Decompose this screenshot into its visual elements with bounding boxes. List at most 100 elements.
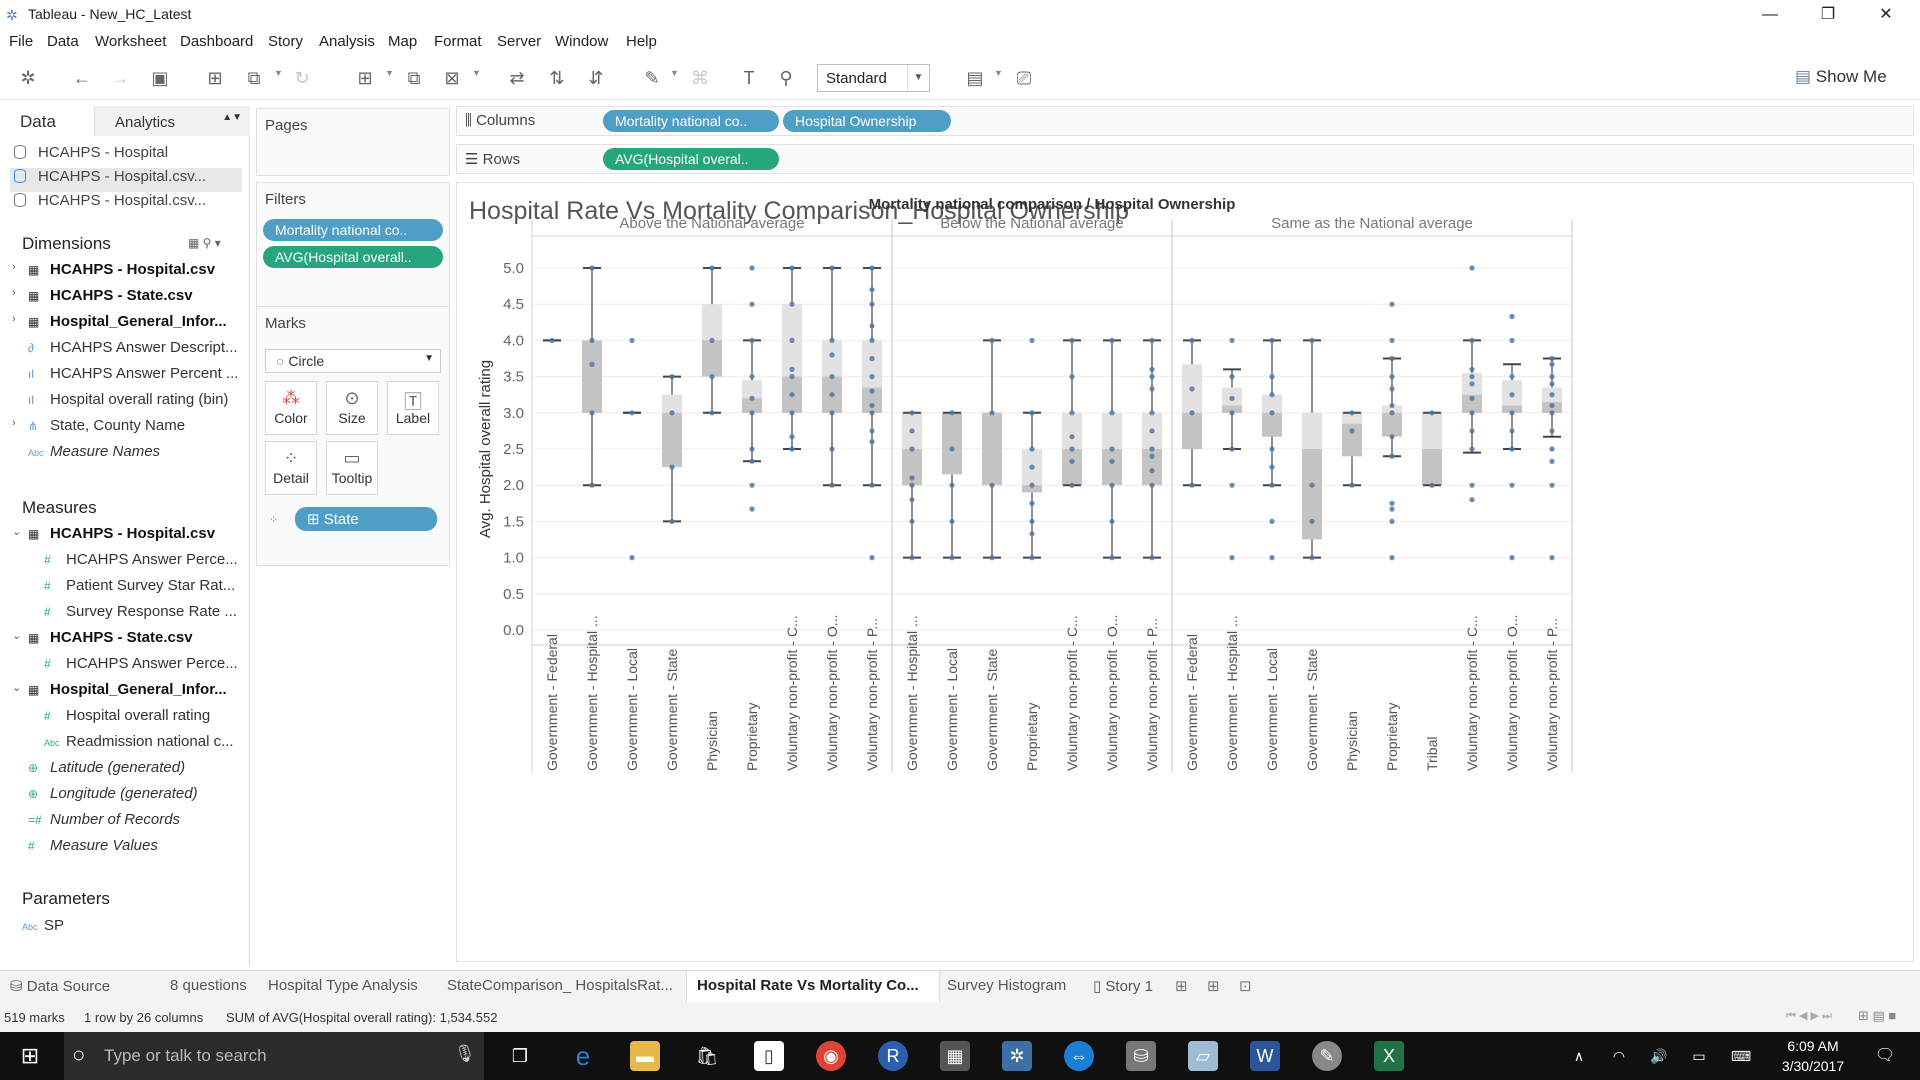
menu-story[interactable]: Story <box>268 33 304 50</box>
chevron-down-icon[interactable]: ▼ <box>670 68 679 78</box>
dimension-field[interactable]: ıl HCAHPS Answer Percent ... <box>28 365 238 389</box>
pages-card[interactable]: Pages <box>256 108 450 176</box>
menu-worksheet[interactable]: Worksheet <box>95 33 167 50</box>
measure-field[interactable]: # Patient Survey Star Rat... <box>44 577 235 601</box>
dimension-field[interactable]: ıl Hospital overall rating (bin) <box>28 391 228 415</box>
database-app-icon[interactable]: ⛁ <box>1126 1041 1156 1071</box>
tab-data[interactable]: Data <box>0 106 94 136</box>
measure-folder[interactable]: ⌄ ▦ HCAHPS - Hospital.csv <box>12 525 215 549</box>
new-datasource-icon[interactable]: ⊞ <box>207 68 223 88</box>
mark-type-dropdown[interactable]: ○ Circle ▼ <box>265 349 441 373</box>
sheet-tab[interactable]: 8 questions <box>170 977 247 994</box>
sheet-tab-active[interactable]: Hospital Rate Vs Mortality Co... <box>686 971 940 1003</box>
file-explorer-icon[interactable]: ▬ <box>630 1041 660 1071</box>
dimension-folder[interactable]: › ▦ HCAHPS - Hospital.csv <box>12 261 215 285</box>
redo-icon[interactable]: → <box>111 68 129 88</box>
datasource-item[interactable]: HCAHPS - Hospital.csv... <box>14 192 206 216</box>
show-me-button[interactable]: ▤ Show Me <box>1795 67 1887 87</box>
label-button[interactable]: 🅃 Label <box>387 381 439 435</box>
presentation-mode-icon[interactable]: ⎚ <box>1016 68 1032 88</box>
size-button[interactable]: ⊙ Size <box>326 381 378 435</box>
measure-field[interactable]: # Measure Values <box>28 837 158 861</box>
new-worksheet-icon[interactable]: ⊞ <box>357 68 373 88</box>
notifications-icon[interactable]: 🗨 <box>1874 1047 1896 1064</box>
menu-map[interactable]: Map <box>388 33 418 50</box>
measure-folder[interactable]: ⌄ ▦ Hospital_General_Infor... <box>12 681 227 705</box>
viz-canvas[interactable]: Hospital Rate Vs Mortality Comparison_Ho… <box>456 182 1914 962</box>
datasource-item-active[interactable]: HCAHPS - Hospital.csv... <box>10 168 242 192</box>
filter-pill[interactable]: AVG(Hospital overall.. <box>263 246 443 268</box>
measure-folder[interactable]: ⌄ ▦ HCAHPS - State.csv <box>12 629 193 653</box>
sheet-sorter-icon[interactable]: ⊞ ▤ ■ <box>1858 1008 1897 1023</box>
chevron-down-icon[interactable]: ▼ <box>274 68 283 78</box>
menu-window[interactable]: Window <box>555 33 609 50</box>
chevron-down-icon[interactable]: ▼ <box>994 68 1003 78</box>
clock[interactable]: 6:09 AM 3/30/2017 <box>1768 1036 1858 1076</box>
boxplot-chart[interactable]: Mortality national comparison / Hospital… <box>457 183 1913 961</box>
notepad-icon[interactable]: ▯ <box>754 1041 784 1071</box>
color-button[interactable]: ⁂ Color <box>265 381 317 435</box>
store-icon[interactable]: 🛍 <box>695 1046 719 1066</box>
detail-pill[interactable]: ⊞ State <box>295 507 437 531</box>
paper-app-icon[interactable]: ▱ <box>1188 1041 1218 1071</box>
measure-field[interactable]: # HCAHPS Answer Perce... <box>44 655 238 679</box>
swap-rows-columns-icon[interactable]: ⇄ <box>509 68 525 88</box>
story-tab[interactable]: ▯ Story 1 <box>1093 977 1153 995</box>
sheet-navigation-icon[interactable]: ⏮ ◀ ▶ ⏭ <box>1786 1010 1832 1022</box>
windows-start-icon[interactable]: ⊞ <box>20 1043 40 1068</box>
menu-data[interactable]: Data <box>47 33 79 50</box>
sheet-tab[interactable]: Survey Histogram <box>947 977 1067 994</box>
measure-field[interactable]: # Survey Response Rate ... <box>44 603 237 627</box>
show-mark-labels-icon[interactable]: T <box>743 68 755 88</box>
dimension-folder[interactable]: › ▦ Hospital_General_Infor... <box>12 313 227 337</box>
task-view-icon[interactable]: ❐ <box>511 1046 529 1066</box>
tab-analytics[interactable]: Analytics ▲▼ <box>94 106 250 136</box>
show-cards-icon[interactable]: ▤ <box>966 68 984 88</box>
dimension-field[interactable]: ∂ HCAHPS Answer Descript... <box>28 339 238 363</box>
new-worksheet-tab-icon[interactable]: ⊞ <box>1175 978 1188 995</box>
chevron-down-icon[interactable]: ▼ <box>472 68 481 78</box>
measure-field[interactable]: ⊕ Latitude (generated) <box>28 759 185 783</box>
word-icon[interactable]: W <box>1250 1041 1280 1071</box>
excel-icon[interactable]: X <box>1374 1041 1404 1071</box>
dimension-field[interactable]: Abc Measure Names <box>28 443 160 467</box>
sort-ascending-icon[interactable]: ⇅ <box>549 68 565 88</box>
volume-icon[interactable]: 🔊 <box>1650 1048 1668 1064</box>
column-pill[interactable]: Hospital Ownership <box>783 110 951 132</box>
rows-shelf[interactable]: ☰ Rows AVG(Hospital overal.. <box>456 144 1914 174</box>
paint-icon[interactable]: ✎ <box>1312 1041 1342 1071</box>
sql-icon[interactable]: ▦ <box>940 1041 970 1071</box>
new-story-tab-icon[interactable]: ⊡ <box>1239 978 1252 995</box>
parameter-field[interactable]: Abc SP <box>22 917 64 941</box>
clear-sheet-icon[interactable]: ⊠ <box>444 68 460 88</box>
dimension-folder[interactable]: › ▦ HCAHPS - State.csv <box>12 287 193 311</box>
menu-help[interactable]: Help <box>626 33 657 50</box>
tableau-logo-icon[interactable]: ✲ <box>20 68 36 88</box>
measure-field[interactable]: # Hospital overall rating <box>44 707 210 731</box>
measure-field[interactable]: Abc Readmission national c... <box>44 733 234 757</box>
sheet-tab[interactable]: Hospital Type Analysis <box>268 977 418 994</box>
view-options-icon[interactable]: ▦ ⚲ ▾ <box>188 236 221 250</box>
minimize-button[interactable]: — <box>1762 6 1778 23</box>
keyboard-icon[interactable]: ⌨ <box>1730 1048 1752 1064</box>
menu-dashboard[interactable]: Dashboard <box>180 33 254 50</box>
sheet-tab[interactable]: StateComparison_ HospitalsRat... <box>447 977 673 994</box>
menu-analysis[interactable]: Analysis <box>319 33 375 50</box>
taskbar-search[interactable]: ○ Type or talk to search 🎙 <box>64 1032 484 1080</box>
tab-data-source[interactable]: ⛁ Data Source <box>10 977 110 995</box>
refresh-icon[interactable]: ↻ <box>294 68 310 88</box>
filter-pill[interactable]: Mortality national co.. <box>263 219 443 241</box>
tooltip-button[interactable]: ▭ Tooltip <box>326 441 378 495</box>
column-pill[interactable]: Mortality national co.. <box>603 110 779 132</box>
r-icon[interactable]: R <box>878 1041 908 1071</box>
menu-server[interactable]: Server <box>497 33 542 50</box>
datasource-item[interactable]: HCAHPS - Hospital <box>14 144 168 168</box>
menu-file[interactable]: File <box>9 33 34 50</box>
row-pill[interactable]: AVG(Hospital overal.. <box>603 148 779 170</box>
fit-dropdown[interactable]: Standard ▼ <box>817 64 930 92</box>
measure-field[interactable]: ⊕ Longitude (generated) <box>28 785 198 809</box>
chrome-icon[interactable]: ◉ <box>816 1041 846 1071</box>
chevron-down-icon[interactable]: ▼ <box>385 68 394 78</box>
undo-icon[interactable]: ← <box>73 68 91 88</box>
detail-button[interactable]: ⁘ Detail <box>265 441 317 495</box>
